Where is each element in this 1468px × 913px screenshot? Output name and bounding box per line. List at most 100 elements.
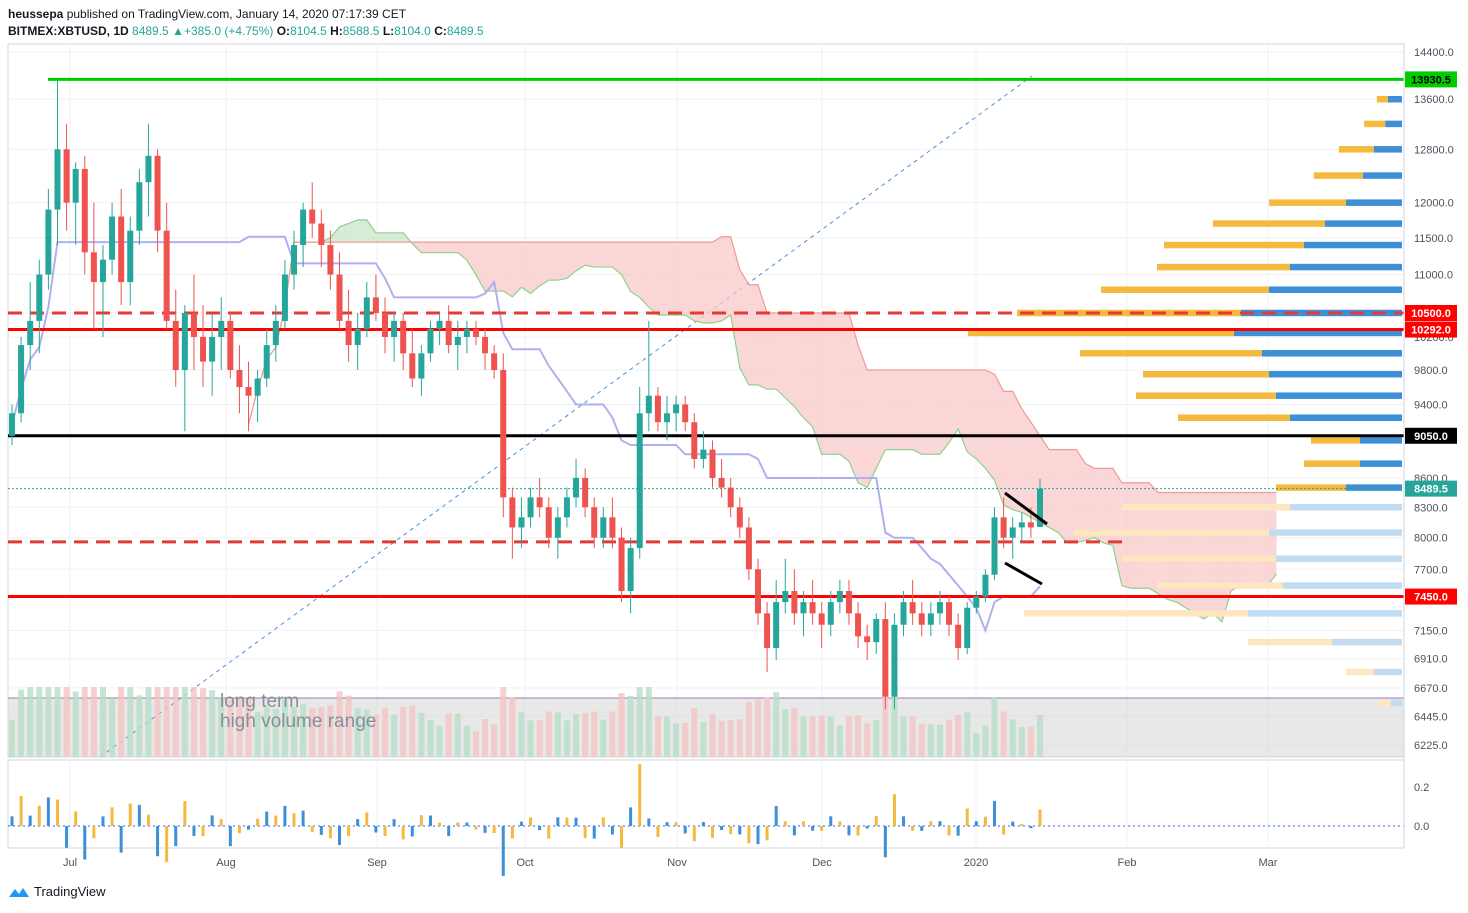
- volume-bar: [99, 687, 106, 757]
- volume-bar: [727, 720, 734, 757]
- osc-bar: [319, 826, 323, 835]
- volume-bar: [927, 724, 934, 757]
- senkou-span-b: [247, 236, 1277, 494]
- candle-body: [882, 619, 889, 697]
- price-tag-bg: [1405, 427, 1457, 444]
- price-tag-bg: [1405, 321, 1457, 338]
- osc-bar: [219, 819, 223, 826]
- candle-body: [163, 230, 170, 321]
- vp-bin-orange: [1101, 286, 1269, 293]
- author-name[interactable]: heussepa: [8, 7, 64, 21]
- volume-bar: [1018, 726, 1025, 757]
- osc-bar: [811, 826, 815, 831]
- candle-body: [482, 336, 489, 354]
- volume-bar: [254, 711, 261, 757]
- osc-bar: [920, 826, 924, 831]
- brand-name[interactable]: TradingView: [34, 884, 106, 899]
- volume-bar: [536, 720, 543, 757]
- osc-bar: [656, 826, 660, 838]
- vp-bin-blue: [1269, 370, 1402, 378]
- cloud-segment: [621, 242, 631, 292]
- candle-body: [72, 168, 79, 203]
- candlesticks[interactable]: [9, 79, 1043, 710]
- cloud-segment: [767, 312, 777, 390]
- volume-bar: [436, 725, 443, 757]
- osc-bar: [529, 817, 533, 826]
- osc-bar: [10, 816, 14, 826]
- volume-bar: [136, 695, 143, 757]
- cloud-segment: [557, 242, 567, 281]
- osc-bar: [665, 822, 669, 826]
- candle-body: [363, 297, 370, 329]
- osc-bar: [447, 826, 451, 837]
- candle-body: [218, 320, 225, 337]
- candle-body: [1000, 517, 1007, 538]
- candle-body: [800, 602, 807, 614]
- volume-bar: [545, 711, 552, 757]
- volume-bar: [827, 716, 834, 757]
- osc-bar: [392, 819, 396, 826]
- volume-bar: [627, 695, 634, 757]
- cloud-segment: [1076, 449, 1086, 543]
- osc-bar: [629, 807, 633, 826]
- volume-bar: [209, 690, 216, 757]
- volume-bar: [327, 705, 334, 757]
- vp-bin-blue: [1290, 414, 1402, 421]
- volume-bar: [500, 687, 507, 757]
- candle-body: [263, 345, 270, 379]
- symbol-label[interactable]: BITMEX:XBTUSD, 1D: [8, 24, 129, 38]
- vp-light-bin-blue: [1269, 529, 1402, 536]
- osc-bar: [874, 816, 878, 826]
- price-tick-label: 11000.0: [1414, 270, 1453, 282]
- annotation-line-2: high volume range: [220, 711, 376, 732]
- cloud-segment: [612, 242, 622, 275]
- cloud-segment: [485, 242, 495, 292]
- osc-bar: [119, 826, 123, 853]
- time-tick-label: Dec: [812, 857, 832, 869]
- vp-bin-orange: [1339, 146, 1374, 153]
- osc-bar: [137, 804, 141, 826]
- publish-info: published on TradingView.com, January 14…: [66, 7, 407, 21]
- cloud-segment: [939, 370, 950, 455]
- vp-bin-orange: [1136, 392, 1276, 399]
- price-tick-label: 7700.0: [1414, 564, 1448, 576]
- osc-bar: [28, 815, 32, 826]
- vp-bin-orange: [1157, 263, 1290, 271]
- candle-body: [427, 328, 434, 354]
- candle-body: [527, 497, 534, 518]
- volume-bar: [54, 687, 61, 757]
- candle-body: [864, 636, 871, 643]
- candle-body: [964, 607, 971, 649]
- osc-bar: [765, 826, 769, 841]
- volume-bar: [691, 708, 698, 757]
- osc-bar: [856, 826, 860, 836]
- cloud-segment: [903, 370, 913, 450]
- volume-bar: [181, 687, 188, 757]
- candle-body: [236, 370, 243, 388]
- drawings[interactable]: [1004, 491, 1048, 586]
- candle-body: [445, 320, 452, 346]
- osc-bar: [683, 826, 687, 834]
- cloud-segment: [930, 370, 940, 455]
- cloud-segment: [630, 242, 640, 298]
- osc-bar: [365, 812, 369, 826]
- cloud-segment: [421, 242, 431, 253]
- volume-bar: [882, 687, 889, 757]
- cloud-segment: [394, 232, 404, 243]
- candle-body: [691, 422, 698, 459]
- osc-bar: [201, 826, 205, 837]
- cloud-segment: [958, 370, 968, 452]
- candle-body: [1037, 488, 1043, 527]
- tradingview-logo-icon[interactable]: [8, 885, 30, 899]
- cloud-segment: [439, 242, 449, 253]
- volume-bar: [700, 722, 707, 757]
- volume-bar: [773, 692, 780, 757]
- cloud-segment: [357, 219, 367, 243]
- cloud-segment: [576, 242, 586, 271]
- cloud-segment: [1258, 492, 1268, 586]
- price-tick-label: 8000.0: [1414, 533, 1448, 545]
- candle-body: [254, 378, 261, 396]
- vp-bin-orange: [1376, 95, 1388, 103]
- osc-bar: [146, 814, 150, 826]
